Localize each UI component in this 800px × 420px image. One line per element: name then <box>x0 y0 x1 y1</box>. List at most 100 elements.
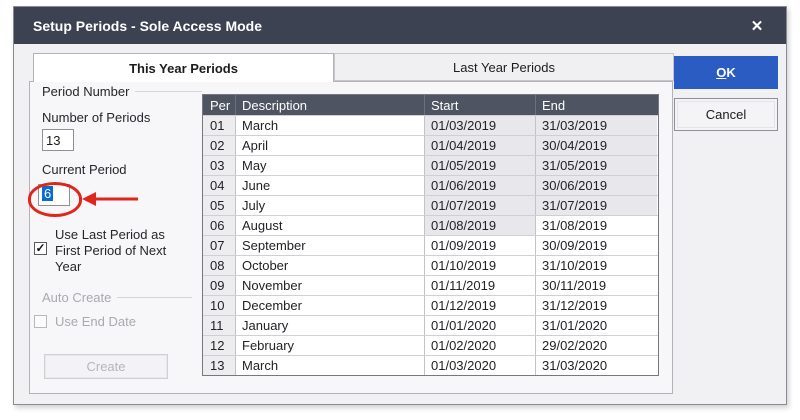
cell-end[interactable]: 31/08/2019 <box>542 218 608 233</box>
use-last-period-label-line1: Use Last Period as <box>55 227 165 242</box>
cell-description[interactable]: January <box>236 316 425 335</box>
table-row[interactable]: 02 April 01/04/2019 30/04/2019 <box>203 135 658 155</box>
setup-periods-dialog: Setup Periods - Sole Access Mode ✕ This … <box>13 6 787 405</box>
table-row[interactable]: 09 November 01/11/2019 30/11/2019 <box>203 275 658 295</box>
cell-end[interactable]: 31/10/2019 <box>542 258 608 273</box>
cell-start[interactable]: 01/12/2019 <box>425 296 536 315</box>
cell-per[interactable]: 07 <box>203 236 236 255</box>
auto-create-group-text: Auto Create <box>42 290 112 305</box>
current-period-label: Current Period <box>42 162 127 177</box>
cell-description[interactable]: October <box>236 256 425 275</box>
table-row[interactable]: 05 July 01/07/2019 31/07/2019 <box>203 195 658 215</box>
cell-per[interactable]: 03 <box>203 156 236 175</box>
periods-table-body: 01 March 01/03/2019 31/03/2019 02 April 01/04/… <box>203 115 658 375</box>
use-last-period-label-line2: First Period of Next <box>55 243 167 258</box>
cell-description[interactable]: March <box>236 356 425 375</box>
periods-table-header: Per Description Start End <box>203 95 658 115</box>
cell-description[interactable]: November <box>236 276 425 295</box>
cell-description[interactable]: March <box>236 116 425 135</box>
table-row[interactable]: 07 September 01/09/2019 30/09/2019 <box>203 235 658 255</box>
cell-start[interactable]: 01/01/2020 <box>425 316 536 335</box>
column-header-start[interactable]: Start <box>425 95 536 115</box>
cell-description[interactable]: September <box>236 236 425 255</box>
cell-description[interactable]: February <box>236 336 425 355</box>
cell-per[interactable]: 02 <box>203 136 236 155</box>
number-of-periods-input[interactable] <box>42 129 74 151</box>
cell-per[interactable]: 01 <box>203 116 236 135</box>
cell-per[interactable]: 10 <box>203 296 236 315</box>
cell-end[interactable]: 31/03/2020 <box>542 358 608 373</box>
cell-description[interactable]: June <box>236 176 425 195</box>
use-end-date-checkbox[interactable] <box>34 315 47 328</box>
cell-start[interactable]: 01/02/2020 <box>425 336 536 355</box>
cell-end[interactable]: 30/04/2019 <box>536 136 657 155</box>
column-header-description[interactable]: Description <box>236 95 425 115</box>
cell-per[interactable]: 13 <box>203 356 236 375</box>
period-number-group-text: Period Number <box>42 84 130 99</box>
cell-start[interactable]: 01/07/2019 <box>425 196 536 215</box>
cell-start[interactable]: 01/09/2019 <box>425 236 536 255</box>
cell-per[interactable]: 09 <box>203 276 236 295</box>
table-row[interactable]: 04 June 01/06/2019 30/06/2019 <box>203 175 658 195</box>
group-divider-line <box>117 297 192 298</box>
table-row[interactable]: 03 May 01/05/2019 31/05/2019 <box>203 155 658 175</box>
cell-end[interactable]: 30/09/2019 <box>542 238 608 253</box>
cell-per[interactable]: 12 <box>203 336 236 355</box>
cell-start[interactable]: 01/04/2019 <box>425 136 536 155</box>
table-row[interactable]: 06 August 01/08/2019 31/08/2019 <box>203 215 658 235</box>
cell-end[interactable]: 31/12/2019 <box>542 298 608 313</box>
cell-start[interactable]: 01/06/2019 <box>425 176 536 195</box>
table-row[interactable]: 11 January 01/01/2020 31/01/2020 <box>203 315 658 335</box>
group-divider-line <box>135 91 202 92</box>
column-header-end[interactable]: End <box>542 97 566 113</box>
cell-start[interactable]: 01/10/2019 <box>425 256 536 275</box>
use-last-period-label-line3: Year <box>55 259 82 274</box>
cell-per[interactable]: 11 <box>203 316 236 335</box>
table-row[interactable]: 08 October 01/10/2019 31/10/2019 <box>203 255 658 275</box>
cell-end[interactable]: 29/02/2020 <box>542 338 608 353</box>
cell-end[interactable]: 30/06/2019 <box>536 176 657 195</box>
column-header-per[interactable]: Per <box>203 95 236 115</box>
cell-end[interactable]: 31/03/2019 <box>536 116 657 135</box>
cell-description[interactable]: May <box>236 156 425 175</box>
use-end-date-label: Use End Date <box>55 314 136 329</box>
period-number-group-label: Period Number <box>42 84 202 99</box>
cell-start[interactable]: 01/03/2020 <box>425 356 536 375</box>
checkmark-icon: ✓ <box>35 241 46 255</box>
cell-end[interactable]: 31/07/2019 <box>536 196 657 215</box>
dialog-titlebar: Setup Periods - Sole Access Mode ✕ <box>14 7 786 44</box>
table-row[interactable]: 10 December 01/12/2019 31/12/2019 <box>203 295 658 315</box>
cell-end[interactable]: 31/01/2020 <box>542 318 608 333</box>
periods-table: Per Description Start End 01 March 01/03/2… <box>202 94 659 376</box>
create-button[interactable]: Create <box>44 354 168 379</box>
arrow-annotation <box>82 192 138 206</box>
table-row[interactable]: 01 March 01/03/2019 31/03/2019 <box>203 115 658 135</box>
highlight-ellipse-annotation <box>28 182 82 217</box>
cell-per[interactable]: 04 <box>203 176 236 195</box>
cell-end[interactable]: 30/11/2019 <box>542 278 607 293</box>
tab-last-year-periods[interactable]: Last Year Periods <box>334 53 674 81</box>
cell-per[interactable]: 08 <box>203 256 236 275</box>
cell-description[interactable]: July <box>236 196 425 215</box>
table-row[interactable]: 13 March 01/03/2020 31/03/2020 <box>203 355 658 375</box>
cell-description[interactable]: August <box>236 216 425 235</box>
cell-per[interactable]: 05 <box>203 196 236 215</box>
use-last-period-label: Use Last Period as First Period of Next … <box>55 227 166 275</box>
cell-description[interactable]: April <box>236 136 425 155</box>
cell-start[interactable]: 01/11/2019 <box>425 276 536 295</box>
cell-description[interactable]: December <box>236 296 425 315</box>
cell-start[interactable]: 01/08/2019 <box>425 216 536 235</box>
cell-start[interactable]: 01/03/2019 <box>425 116 536 135</box>
cell-per[interactable]: 06 <box>203 216 236 235</box>
tab-this-year-periods[interactable]: This Year Periods <box>33 53 334 82</box>
cancel-button[interactable]: Cancel <box>674 98 778 131</box>
number-of-periods-label: Number of Periods <box>42 110 151 125</box>
close-icon[interactable]: ✕ <box>750 17 764 35</box>
cell-end[interactable]: 31/05/2019 <box>536 156 657 175</box>
cell-start[interactable]: 01/05/2019 <box>425 156 536 175</box>
auto-create-group-label: Auto Create <box>42 290 192 305</box>
use-last-period-checkbox[interactable]: ✓ <box>34 242 47 255</box>
this-year-periods-tabpage: Period Number Number of Periods Current … <box>28 81 673 394</box>
table-row[interactable]: 12 February 01/02/2020 29/02/2020 <box>203 335 658 355</box>
